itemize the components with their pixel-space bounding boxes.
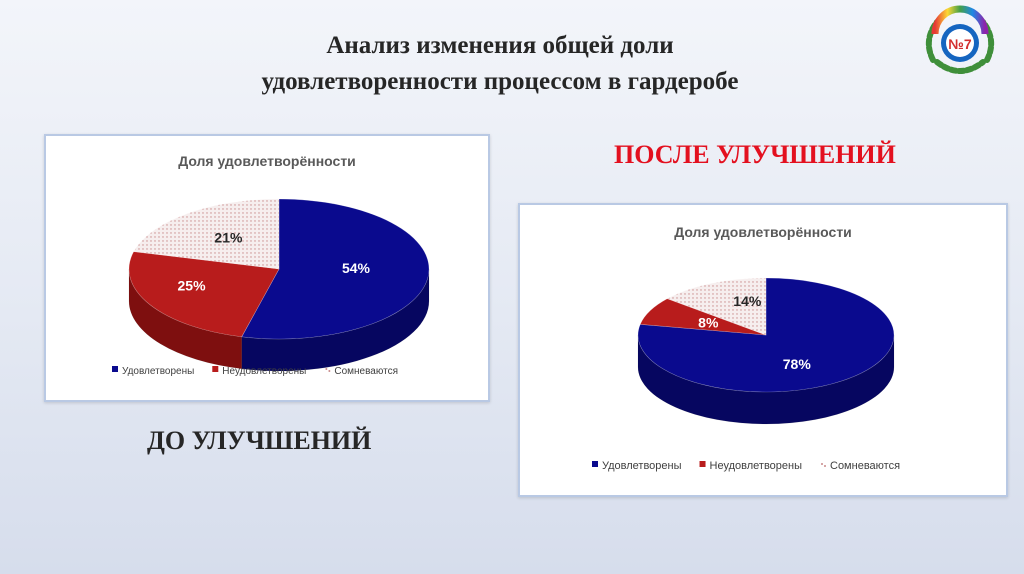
legend-label-unsatisfied: Неудовлетворены — [710, 460, 803, 472]
legend-item-doubt: Сомневаются — [325, 366, 398, 377]
school-logo-emblem: №7 — [915, 0, 1005, 90]
chart-before-svg: 54% 25% 21% Доля удовлетворённости Удовлетво… — [112, 153, 430, 377]
slide-title: Анализ изменения общей доли удовлетворен… — [150, 28, 850, 99]
legend-item-unsatisfied: Неудовлетворены — [212, 366, 306, 377]
legend-marker-unsatisfied — [212, 366, 219, 372]
legend-label-unsatisfied: Неудовлетворены — [222, 366, 306, 377]
legend-label-doubt: Сомневаются — [334, 366, 398, 377]
legend-label-satisfied: Удовлетворены — [122, 366, 194, 377]
chart-before-panel: 54% 25% 21% Доля удовлетворённости Удовлетво… — [44, 134, 490, 402]
data-label-satisfied: 78% — [783, 356, 812, 372]
pie-slice-satisfied — [241, 198, 430, 340]
label-after-improvements: ПОСЛЕ УЛУЧШЕНИЙ — [614, 140, 896, 169]
data-label-satisfied: 54% — [342, 260, 371, 276]
legend-item-doubt: Сомневаются — [821, 460, 900, 472]
legend-item-unsatisfied: Неудовлетворены — [699, 460, 803, 472]
pie-slice-unsatisfied — [128, 251, 280, 338]
chart-after-svg: 78% 8% 14% Доля удовлетворённости Удовлетвор… — [592, 224, 900, 472]
legend-marker-unsatisfied — [699, 461, 706, 467]
legend-marker-doubt — [821, 463, 823, 465]
data-label-unsatisfied: 8% — [698, 315, 719, 331]
pie-slice-doubt — [666, 277, 767, 336]
legend-item-satisfied: Удовлетворены — [592, 460, 682, 472]
pie-slice-doubt — [133, 198, 280, 270]
data-label-doubt: 21% — [214, 230, 243, 246]
data-label-doubt: 14% — [733, 293, 762, 309]
pie-side-satisfied — [241, 268, 430, 372]
logo-number-text: №7 — [948, 36, 972, 52]
pie-slice-satisfied — [637, 277, 895, 393]
legend-marker-satisfied — [592, 461, 598, 467]
label-before-improvements: ДО УЛУЧШЕНИЙ — [147, 426, 372, 455]
legend-label-doubt: Сомневаются — [830, 460, 900, 472]
pie-slice-unsatisfied — [639, 298, 767, 336]
chart-title: Доля удовлетворённости — [178, 153, 356, 169]
legend-marker-satisfied — [112, 366, 118, 372]
chart-after-panel: 78% 8% 14% Доля удовлетворённости Удовлетвор… — [518, 203, 1008, 497]
slide-title-line-1: Анализ изменения общей доли — [326, 32, 674, 59]
legend-item-satisfied: Удовлетворены — [112, 366, 194, 377]
legend-label-satisfied: Удовлетворены — [602, 460, 682, 472]
data-label-unsatisfied: 25% — [178, 277, 207, 293]
legend-marker-doubt — [325, 368, 328, 370]
slide-title-line-2: удовлетворенности процессом в гардеробе — [261, 67, 739, 95]
chart-title: Доля удовлетворённости — [674, 224, 852, 240]
